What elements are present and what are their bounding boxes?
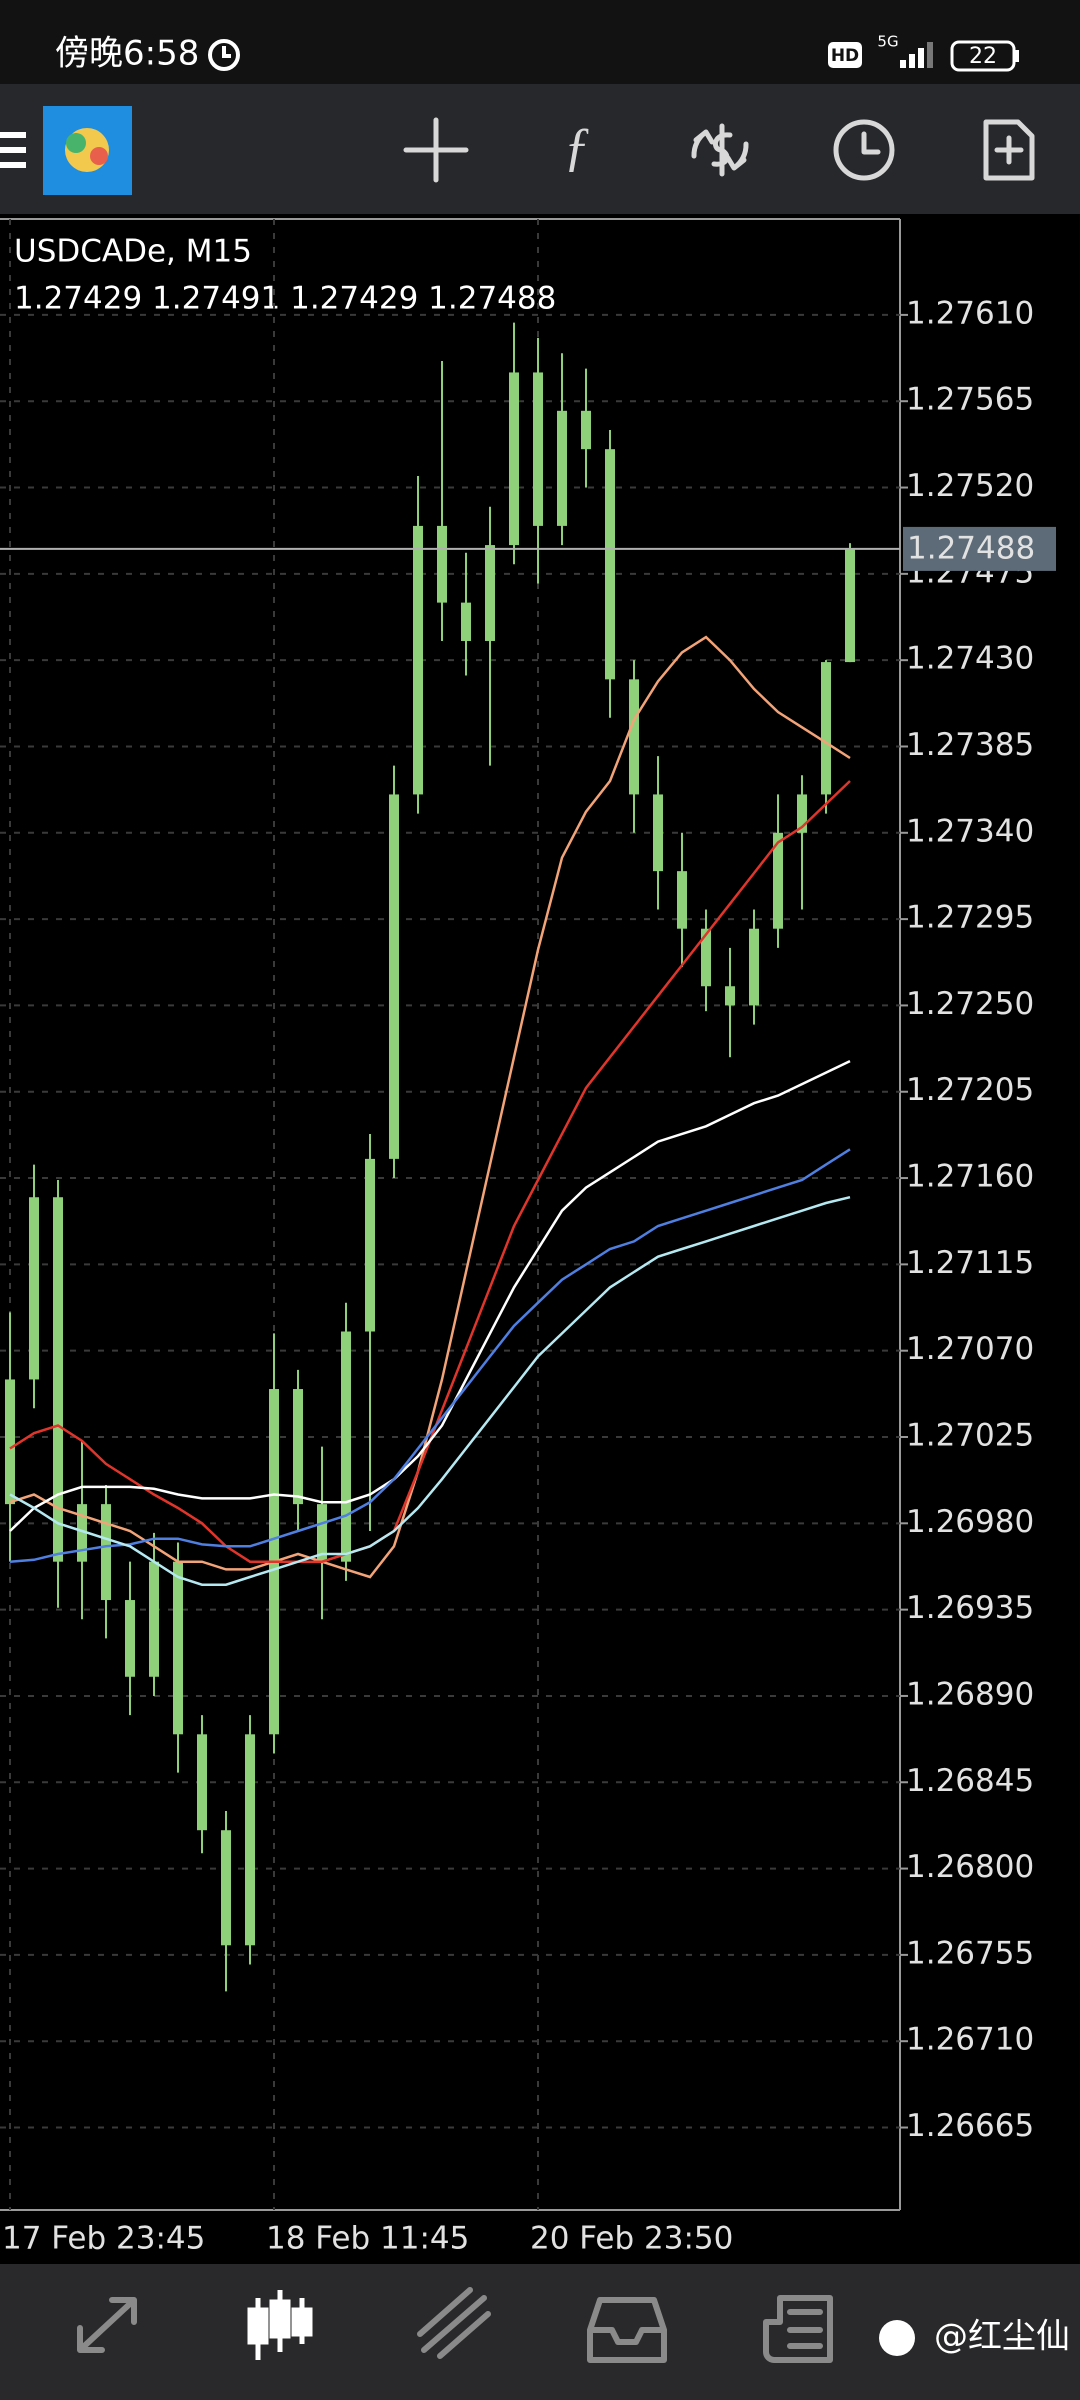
candle-body (701, 928, 711, 987)
candle-body (221, 1830, 231, 1946)
y-tick-label: 1.26800 (906, 1849, 1034, 1885)
candle-body (509, 372, 519, 546)
current-price-label: 1.27488 (907, 530, 1035, 566)
trade-button[interactable] (691, 123, 749, 177)
y-tick-label: 1.27520 (906, 468, 1034, 504)
battery-level: 22 (969, 44, 997, 69)
y-tick-label: 1.26980 (906, 1504, 1034, 1540)
candle-body (821, 662, 831, 795)
candle-body (77, 1504, 87, 1562)
new-order-button[interactable] (983, 119, 1035, 181)
candle-body (677, 871, 687, 929)
y-tick-label: 1.27610 (906, 295, 1034, 331)
candle-body (389, 794, 399, 1159)
candle-body (149, 1561, 159, 1677)
y-tick-label: 1.27160 (906, 1159, 1034, 1195)
bottom-nav (0, 2264, 1080, 2400)
candle-body (533, 372, 543, 526)
nav-history[interactable] (587, 2297, 667, 2363)
ohlc-readout: 1.27429 1.27491 1.27429 1.27488 (14, 281, 556, 317)
nav-news[interactable] (763, 2295, 833, 2363)
y-tick-label: 1.27025 (906, 1418, 1034, 1454)
candle-body (845, 548, 855, 663)
y-tick-label: 1.27250 (906, 986, 1034, 1022)
candle-body (365, 1158, 375, 1332)
candle-body (725, 986, 735, 1006)
y-tick-label: 1.26845 (906, 1763, 1034, 1799)
y-tick-label: 1.26935 (906, 1590, 1034, 1626)
candle-body (341, 1331, 351, 1562)
candle-body (437, 525, 447, 603)
candle-body (53, 1197, 63, 1562)
candle-body (557, 410, 567, 526)
candle-body (125, 1600, 135, 1677)
ma-line (9, 1148, 851, 1563)
nav-chart[interactable] (247, 2290, 313, 2360)
watermark: @红尘仙 (934, 2317, 1070, 2357)
y-tick-label: 1.27385 (906, 727, 1034, 763)
candle-body (605, 449, 615, 680)
candle-body (317, 1504, 327, 1562)
candle-body (653, 794, 663, 872)
y-tick-label: 1.27070 (906, 1331, 1034, 1367)
chart-title: USDCADe, M15 (14, 234, 252, 270)
x-tick-label: 17 Feb 23:45 (2, 2221, 205, 2257)
y-tick-label: 1.26665 (906, 2108, 1034, 2144)
status-time: 傍晚6:58 (55, 34, 199, 74)
candle-body (245, 1734, 255, 1946)
candle-body (749, 928, 759, 1006)
nav-quotes[interactable] (77, 2297, 137, 2353)
y-tick-label: 1.27565 (906, 382, 1034, 418)
hd-label: HD (831, 46, 859, 66)
ma-line (9, 780, 851, 1563)
nav-trade[interactable] (417, 2287, 491, 2359)
candle-body (581, 410, 591, 450)
y-tick-label: 1.27115 (906, 1245, 1034, 1281)
crosshair-button[interactable] (403, 117, 469, 183)
y-tick-label: 1.27430 (906, 641, 1034, 677)
candle-body (197, 1734, 207, 1831)
chart: USDCADe, M15 1.27429 1.27491 1.27429 1.2… (0, 218, 1056, 2257)
y-tick-label: 1.26890 (906, 1676, 1034, 1712)
timeframe-button[interactable] (833, 119, 895, 181)
watermark-icon (879, 2320, 915, 2356)
candle-body (173, 1561, 183, 1735)
y-tick-label: 1.27205 (906, 1072, 1034, 1108)
y-tick-label: 1.26755 (906, 1935, 1034, 1971)
ma-line (9, 635, 851, 1579)
status-bar (0, 0, 1080, 84)
y-tick-label: 1.27295 (906, 900, 1034, 936)
current-price-box (903, 526, 1056, 571)
candle-body (485, 545, 495, 641)
network-label: 5G (877, 33, 898, 51)
candle-body (101, 1504, 111, 1601)
candle-body (629, 679, 639, 795)
y-tick-label: 1.26710 (906, 2022, 1034, 2058)
indicators-button[interactable]: ƒ (564, 116, 591, 176)
signal-icon (900, 42, 933, 68)
ma-line (9, 1059, 851, 1532)
alarm-icon (208, 39, 240, 71)
x-tick-label: 20 Feb 23:50 (530, 2221, 733, 2257)
hd-badge (828, 42, 862, 68)
menu-button[interactable] (0, 132, 26, 168)
candle-body (773, 832, 783, 929)
candle-body (293, 1389, 303, 1505)
battery-icon (950, 40, 1016, 72)
candle-body (413, 525, 423, 795)
battery-tip (1015, 50, 1019, 62)
candle-body (5, 1379, 15, 1505)
candle-body (797, 794, 807, 833)
y-tick-label: 1.27340 (906, 813, 1034, 849)
candle-body (461, 602, 471, 641)
app-icon[interactable] (43, 106, 132, 195)
toolbar (0, 84, 1080, 214)
ma-line (9, 1195, 851, 1586)
candle-body (29, 1197, 39, 1380)
x-tick-label: 18 Feb 11:45 (266, 2221, 469, 2257)
